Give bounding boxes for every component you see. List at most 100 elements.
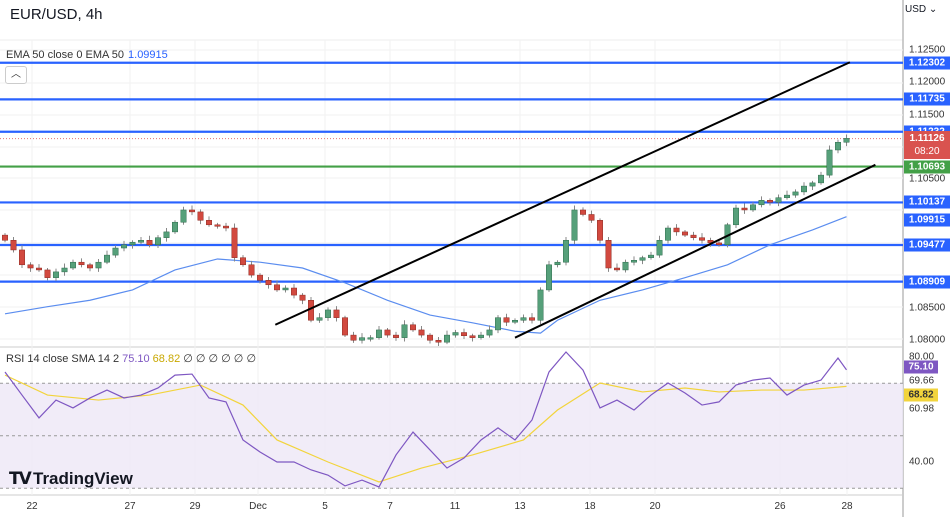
candle-down bbox=[410, 324, 416, 331]
rsi-axis-label: 80.00 bbox=[909, 351, 935, 363]
rsi-sma-tag: 68.82 bbox=[904, 388, 938, 402]
date-axis-label: 7 bbox=[387, 501, 393, 512]
candle-up bbox=[61, 267, 68, 273]
candle-down bbox=[291, 287, 297, 296]
candle-down bbox=[461, 332, 467, 336]
candle-down bbox=[469, 335, 476, 338]
date-axis-label: 13 bbox=[514, 501, 526, 512]
candle-up bbox=[155, 237, 161, 246]
candle-up bbox=[631, 260, 637, 263]
rsi-legend-label: RSI 14 close SMA 14 2 bbox=[6, 353, 120, 365]
candle-down bbox=[699, 237, 705, 241]
candle-up bbox=[546, 264, 552, 291]
candle-up bbox=[282, 287, 289, 291]
candle-up bbox=[809, 182, 816, 187]
candle-down bbox=[673, 227, 680, 233]
candle-down bbox=[580, 209, 586, 215]
candle-down bbox=[767, 200, 773, 203]
symbol-title[interactable]: EUR/USD, 4h bbox=[10, 6, 103, 23]
candle-down bbox=[393, 334, 399, 338]
candle-up bbox=[775, 197, 782, 203]
candle-up bbox=[325, 309, 331, 318]
candle-up bbox=[104, 254, 110, 263]
rsi-lower-tag: 60.98 bbox=[909, 403, 935, 415]
rsi-axis-label: 40.00 bbox=[909, 456, 935, 468]
candle-up bbox=[784, 194, 790, 198]
price-axis-label: 1.08500 bbox=[909, 302, 946, 314]
candle-up bbox=[656, 240, 663, 256]
candle-up bbox=[758, 200, 765, 206]
rsi-legend[interactable]: RSI 14 close SMA 14 2 75.10 68.82 ∅ ∅ ∅ ∅ … bbox=[6, 352, 256, 365]
candle-up bbox=[376, 329, 382, 338]
tradingview-logo-icon: 𝗧𝗩 bbox=[9, 469, 32, 488]
date-axis-label: 29 bbox=[189, 501, 201, 512]
candle-up bbox=[537, 289, 544, 321]
candle-up bbox=[95, 261, 102, 269]
candle-down bbox=[189, 209, 195, 213]
candle-down bbox=[214, 224, 221, 227]
candle-up bbox=[163, 231, 170, 238]
ema50-line bbox=[4, 216, 847, 334]
candle-down bbox=[36, 267, 42, 271]
date-axis-label: 18 bbox=[584, 501, 596, 512]
candle-down bbox=[588, 214, 595, 221]
tradingview-logo[interactable]: 𝗧𝗩 TradingView bbox=[9, 469, 133, 489]
candle-down bbox=[146, 240, 153, 246]
candle-down bbox=[223, 225, 229, 229]
lower-channel-line bbox=[514, 163, 876, 339]
candle-down bbox=[333, 309, 340, 318]
candle-up bbox=[180, 209, 187, 223]
date-axis-label: 26 bbox=[774, 501, 786, 512]
candle-down bbox=[299, 294, 306, 301]
current-price-tag: 1.11126 08:20 bbox=[904, 130, 950, 159]
bar-countdown: 08:20 bbox=[914, 145, 940, 157]
candle-up bbox=[648, 254, 654, 258]
candle-up bbox=[835, 141, 841, 151]
candle-up bbox=[444, 334, 450, 343]
candle-down bbox=[231, 227, 238, 258]
candle-down bbox=[597, 220, 603, 241]
level-price-tag: 1.10137 bbox=[904, 195, 950, 209]
candle-up bbox=[665, 227, 671, 241]
ema-price-tag: 1.09915 bbox=[904, 213, 950, 227]
ema-legend[interactable]: EMA 50 close 0 EMA 50 1.09915 bbox=[6, 49, 168, 61]
candle-up bbox=[70, 261, 76, 269]
candle-up bbox=[112, 247, 119, 256]
candle-down bbox=[342, 317, 348, 336]
price-axis-label: 1.12500 bbox=[909, 44, 946, 56]
date-axis-label: 11 bbox=[449, 501, 461, 512]
collapse-legend-button[interactable]: ︿ bbox=[5, 66, 27, 84]
candle-down bbox=[614, 267, 620, 271]
price-axis-label: 1.10500 bbox=[909, 173, 946, 185]
candle-up bbox=[512, 320, 518, 323]
candle-down bbox=[435, 340, 442, 343]
candle-up bbox=[53, 271, 59, 278]
candle-up bbox=[563, 240, 569, 263]
level-price-tag: 1.08909 bbox=[904, 275, 950, 289]
date-axis-label: Dec bbox=[249, 501, 267, 512]
candle-up bbox=[359, 337, 365, 341]
candle-up bbox=[367, 337, 374, 340]
candle-down bbox=[44, 269, 51, 278]
candle-up bbox=[818, 174, 824, 184]
candle-down bbox=[197, 211, 204, 221]
candle-down bbox=[741, 207, 748, 211]
price-axis-label: 1.11500 bbox=[909, 109, 945, 120]
candle-up bbox=[478, 334, 484, 338]
currency-selector[interactable]: USD ⌄ bbox=[905, 4, 937, 15]
ema-legend-value: 1.09915 bbox=[128, 49, 168, 61]
candle-down bbox=[87, 264, 93, 269]
candle-down bbox=[240, 257, 246, 266]
price-axis-label: 1.12000 bbox=[909, 76, 946, 88]
ema-legend-label: EMA 50 close 0 EMA 50 bbox=[6, 49, 125, 61]
candle-down bbox=[206, 220, 212, 226]
level-price-tag: 1.10693 bbox=[904, 160, 950, 174]
candle-up bbox=[571, 209, 578, 241]
candle-up bbox=[750, 204, 756, 211]
candle-up bbox=[520, 317, 527, 321]
candle-down bbox=[605, 240, 612, 269]
date-axis-label: 20 bbox=[649, 501, 661, 512]
candle-up bbox=[486, 329, 493, 336]
candle-down bbox=[257, 274, 263, 281]
